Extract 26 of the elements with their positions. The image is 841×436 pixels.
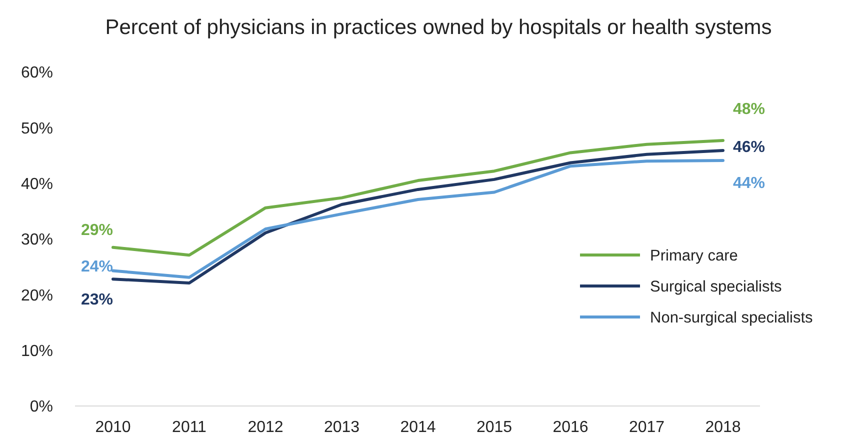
y-tick-label: 0% [30, 398, 53, 416]
x-tick-label: 2012 [248, 419, 284, 436]
y-tick-label: 50% [20, 120, 53, 138]
data-label: 46% [733, 139, 766, 156]
y-tick-label: 10% [20, 342, 53, 360]
y-tick-label: 20% [20, 287, 53, 304]
x-tick-label: 2010 [95, 419, 131, 436]
x-tick-label: 2018 [705, 419, 741, 436]
x-tick-label: 2016 [552, 419, 588, 436]
legend-label: Non-surgical specialists [650, 309, 814, 326]
chart-title: Percent of physicians in practices owned by hospitals or health systems [105, 16, 772, 39]
data-label: 24% [81, 258, 114, 276]
y-tick-label: 30% [20, 232, 53, 249]
data-label: 48% [733, 101, 766, 118]
x-tick-label: 2011 [172, 419, 207, 436]
y-tick-label: 60% [20, 64, 53, 82]
y-tick-label: 40% [20, 176, 53, 193]
x-tick-label: 2017 [628, 419, 665, 436]
data-label: 44% [733, 175, 766, 192]
legend-label: Primary care [650, 247, 738, 264]
data-label: 29% [81, 222, 114, 239]
x-tick-label: 2015 [476, 419, 512, 436]
data-label: 23% [81, 292, 114, 309]
x-tick-label: 2014 [400, 419, 436, 436]
legend-label: Surgical specialists [650, 278, 782, 296]
x-tick-label: 2013 [324, 419, 360, 436]
